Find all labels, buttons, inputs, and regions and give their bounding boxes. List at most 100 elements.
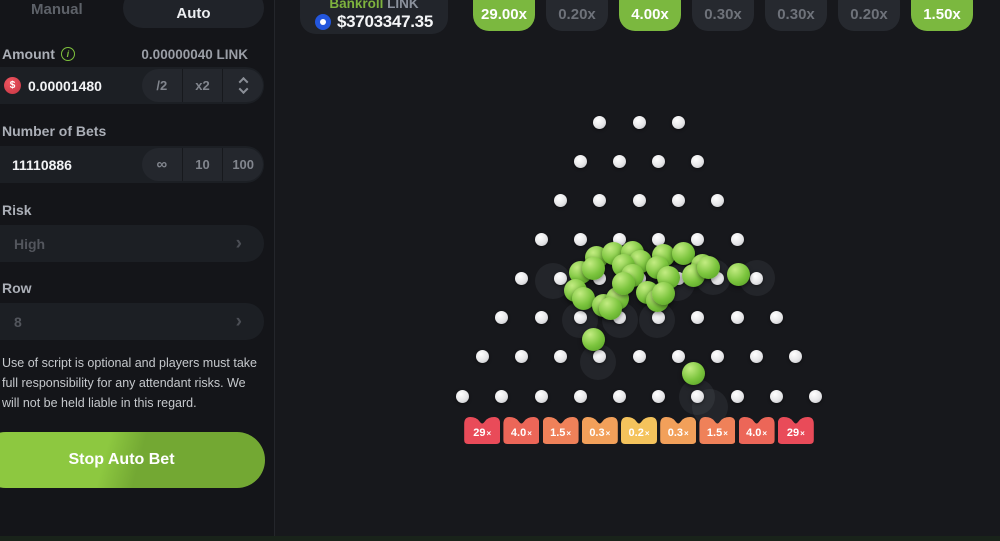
bottom-strip xyxy=(0,536,1000,541)
multiplier-suffix: × xyxy=(800,428,805,438)
payout-slot: 4.0 × xyxy=(503,414,539,444)
ten-bets-button[interactable]: 10 xyxy=(181,148,223,181)
peg xyxy=(671,350,685,364)
script-disclaimer: Use of script is optional and players mu… xyxy=(2,356,257,410)
peg xyxy=(514,272,528,286)
payout-slot: 0.3 × xyxy=(660,414,696,444)
peg xyxy=(750,272,764,286)
payout-slot-value: 1.5 xyxy=(706,427,723,439)
amount-balance: 0.00000040 LINK xyxy=(141,46,248,62)
plinko-ball xyxy=(581,256,605,280)
peg xyxy=(534,232,548,246)
info-icon[interactable]: i xyxy=(60,47,75,61)
peg xyxy=(593,115,607,129)
multiplier-suffix: × xyxy=(762,428,768,438)
half-bet-button[interactable]: /2 xyxy=(156,78,168,93)
multiplier-suffix: × xyxy=(723,428,728,438)
plinko-ball xyxy=(681,361,705,385)
bet-panel-sidebar: Manual Auto Amount i 0.00000040 LINK $ /… xyxy=(0,0,275,541)
row-value: 8 xyxy=(14,313,22,330)
tab-manual[interactable]: Manual xyxy=(31,1,83,18)
peg xyxy=(691,154,705,168)
amount-label-row: Amount i 0.00000040 LINK xyxy=(2,46,248,62)
peg xyxy=(534,389,548,403)
peg xyxy=(730,232,744,246)
history-chip[interactable]: 0.20x xyxy=(546,0,608,31)
multiplier-suffix: × xyxy=(644,428,650,438)
peg xyxy=(750,350,764,364)
history-chip[interactable]: 4.00x xyxy=(619,0,681,31)
payout-slot-value: 0.3 xyxy=(589,427,605,439)
peg xyxy=(730,389,744,403)
peg xyxy=(808,389,822,403)
multiplier-suffix: × xyxy=(566,428,572,438)
payout-slot-value: 29 xyxy=(786,427,800,439)
bankroll-currency: LINK xyxy=(387,0,419,11)
risk-label: Risk xyxy=(2,202,32,218)
game-area: Bankroll LINK $3703347.35 29.00x 0.20x 4.0… xyxy=(276,0,1000,541)
payout-slot: 0.2 × xyxy=(621,414,657,444)
history-chip[interactable]: 29.00x xyxy=(473,0,535,31)
row-dropdown[interactable]: 8 › xyxy=(0,303,264,340)
peg xyxy=(652,311,666,325)
peg xyxy=(632,115,646,129)
infinity-bets-button[interactable]: ∞ xyxy=(156,156,168,173)
chevron-right-icon: › xyxy=(235,233,242,254)
payout-slot-value: 4.0 xyxy=(510,427,527,439)
payout-slot-value: 0.2 xyxy=(628,427,644,439)
link-coin-icon xyxy=(315,14,331,30)
bets-label: Number of Bets xyxy=(2,123,107,139)
plinko-ball xyxy=(571,286,595,310)
bets-input[interactable] xyxy=(12,156,117,173)
peg xyxy=(652,232,666,246)
plinko-ball xyxy=(696,255,720,279)
amount-buttons: /2 x2 xyxy=(142,69,263,102)
history-chip[interactable]: 0.30x xyxy=(765,0,827,31)
plinko-ball xyxy=(726,262,750,286)
plinko-ball xyxy=(598,296,622,320)
history-chip[interactable]: 0.20x xyxy=(838,0,900,31)
payout-slot: 29 × xyxy=(778,414,814,444)
history-chip[interactable]: 1.50x xyxy=(911,0,973,31)
peg xyxy=(573,389,587,403)
bets-input-row: ∞ 10 100 xyxy=(0,146,264,183)
peg xyxy=(573,311,587,325)
hundred-bets-button[interactable]: 100 xyxy=(222,148,263,181)
plinko-ball xyxy=(671,241,695,265)
chevron-right-icon: › xyxy=(235,311,242,332)
amount-input[interactable] xyxy=(28,77,133,94)
stop-auto-bet-button[interactable]: Stop Auto Bet xyxy=(0,432,265,488)
peg xyxy=(456,389,470,403)
peg xyxy=(710,350,724,364)
peg xyxy=(475,350,489,364)
bankroll-amount: $3703347.35 xyxy=(337,12,433,31)
plinko-ball xyxy=(581,327,605,351)
double-bet-button[interactable]: x2 xyxy=(181,69,223,102)
peg xyxy=(554,193,568,207)
peg xyxy=(495,389,509,403)
amount-label: Amount xyxy=(2,46,55,62)
bankroll-amount-row: $3703347.35 xyxy=(300,12,448,32)
payout-slot-value: 0.3 xyxy=(667,427,683,439)
peg xyxy=(534,311,548,325)
bankroll-selector[interactable]: Bankroll LINK $3703347.35 xyxy=(300,0,448,34)
amount-input-row: $ /2 x2 xyxy=(0,67,264,104)
tab-auto[interactable]: Auto xyxy=(123,0,264,28)
multiplier-suffix: × xyxy=(527,428,532,438)
risk-dropdown[interactable]: High › xyxy=(0,225,264,262)
bets-buttons: ∞ 10 100 xyxy=(142,148,263,181)
payout-slot-value: 1.5 xyxy=(550,427,566,439)
bets-label-row: Number of Bets xyxy=(2,123,248,139)
amount-stepper[interactable] xyxy=(222,69,263,102)
multiplier-suffix: × xyxy=(684,428,689,438)
history-chip[interactable]: 0.30x xyxy=(692,0,754,31)
peg xyxy=(554,350,568,364)
peg xyxy=(514,350,528,364)
peg xyxy=(789,350,803,364)
peg xyxy=(652,154,666,168)
bankroll-title: Bankroll LINK xyxy=(300,0,448,11)
peg xyxy=(573,232,587,246)
payout-slot: 29 × xyxy=(464,414,500,444)
peg xyxy=(671,193,685,207)
